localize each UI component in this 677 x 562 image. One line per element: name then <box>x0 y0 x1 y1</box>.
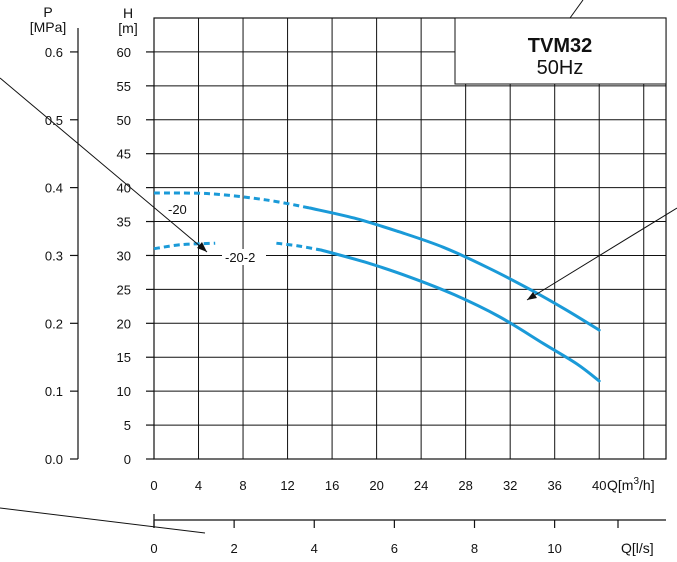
flow-tick-label: 24 <box>414 478 428 493</box>
flow-tick-label: 0 <box>150 478 157 493</box>
leader-line-bottom <box>0 507 206 534</box>
flow-ls-tick-label: 0 <box>150 541 157 556</box>
pressure-tick-label: 0.5 <box>45 113 63 128</box>
flow-ls-tick-label: 2 <box>231 541 238 556</box>
flow-tick-label: 16 <box>325 478 339 493</box>
curves <box>153 191 601 383</box>
plot-border <box>153 17 667 460</box>
series-label-bg-20-2 <box>222 249 266 265</box>
flow-tick-label: 8 <box>239 478 246 493</box>
head-tick-label: 30 <box>117 248 131 263</box>
head-tick-label: 40 <box>117 181 131 196</box>
flow-ls-tick-label: 4 <box>311 541 318 556</box>
flow-ls-tick-label: 8 <box>471 541 478 556</box>
leader-arrow-left <box>197 242 207 252</box>
head-tick-label: 15 <box>117 350 131 365</box>
flow-axis-label-ls: Q[l/s] <box>621 540 654 556</box>
head-tick-label: 20 <box>117 316 131 331</box>
series-2-dashed-curve <box>276 241 322 252</box>
head-tick-label: 50 <box>117 113 131 128</box>
pressure-tick-label: 0.2 <box>45 316 63 331</box>
head-tick-label: 60 <box>117 45 131 60</box>
head-tick-label: 55 <box>117 79 131 94</box>
series-2-solid-curve <box>319 248 601 383</box>
pressure-tick-label: 0.3 <box>45 248 63 263</box>
head-axis-label-h: H <box>123 5 133 21</box>
flow-ls-tick-label: 6 <box>391 541 398 556</box>
title-box <box>454 17 667 85</box>
chart-subtitle: 50Hz <box>537 57 584 79</box>
head-tick-label: 0 <box>124 452 131 467</box>
series-label-20-2: -20-2 <box>225 250 255 265</box>
chart-title: TVM32 <box>528 35 592 57</box>
head-tick-label: 45 <box>117 147 131 162</box>
head-tick-label: 10 <box>117 384 131 399</box>
flow-tick-label: 12 <box>280 478 294 493</box>
pressure-axis-label-p: P <box>43 4 52 20</box>
flow-tick-label: 40 <box>592 478 606 493</box>
flow-tick-label: 32 <box>503 478 517 493</box>
series-1-dashed-curve <box>153 191 311 210</box>
flow-tick-label: 36 <box>547 478 561 493</box>
leader-line-top <box>569 0 584 19</box>
head-tick-label: 25 <box>117 282 131 297</box>
series-2-dashed-curve <box>153 241 216 251</box>
series-label-20: -20 <box>168 202 187 217</box>
pressure-tick-label: 0.0 <box>45 452 63 467</box>
pressure-axis-label-unit: [MPa] <box>30 19 67 35</box>
flow-tick-label: 4 <box>195 478 202 493</box>
pressure-tick-label: 0.1 <box>45 384 63 399</box>
flow-axis-ls: 0 2 4 6 8 10 <box>150 514 666 556</box>
head-tick-label: 35 <box>117 215 131 230</box>
pressure-tick-label: 0.4 <box>45 181 63 196</box>
flow-ls-tick-label: 10 <box>547 541 561 556</box>
flow-axis-label-m3h: Q[m3/h] <box>607 476 655 493</box>
head-axis: 0 5 10 15 20 25 30 35 40 45 50 55 60 <box>117 45 154 467</box>
chart-frame <box>153 17 667 460</box>
series-label-bg-20 <box>165 201 193 217</box>
series-1-solid-curve <box>308 206 601 332</box>
leader-line-right <box>526 207 677 301</box>
leader-line-left <box>0 77 208 253</box>
head-axis-label-unit: [m] <box>118 20 137 36</box>
flow-tick-label: 28 <box>458 478 472 493</box>
pressure-tick-label: 0.6 <box>45 45 63 60</box>
flow-axis-m3h: 0 4 8 12 16 20 24 28 32 36 40 <box>150 478 606 493</box>
leader-arrow-right <box>527 292 537 300</box>
pressure-axis: 0.0 0.1 0.2 0.3 0.4 0.5 0.6 <box>45 28 79 467</box>
flow-tick-label: 20 <box>369 478 383 493</box>
head-tick-label: 5 <box>124 418 131 433</box>
